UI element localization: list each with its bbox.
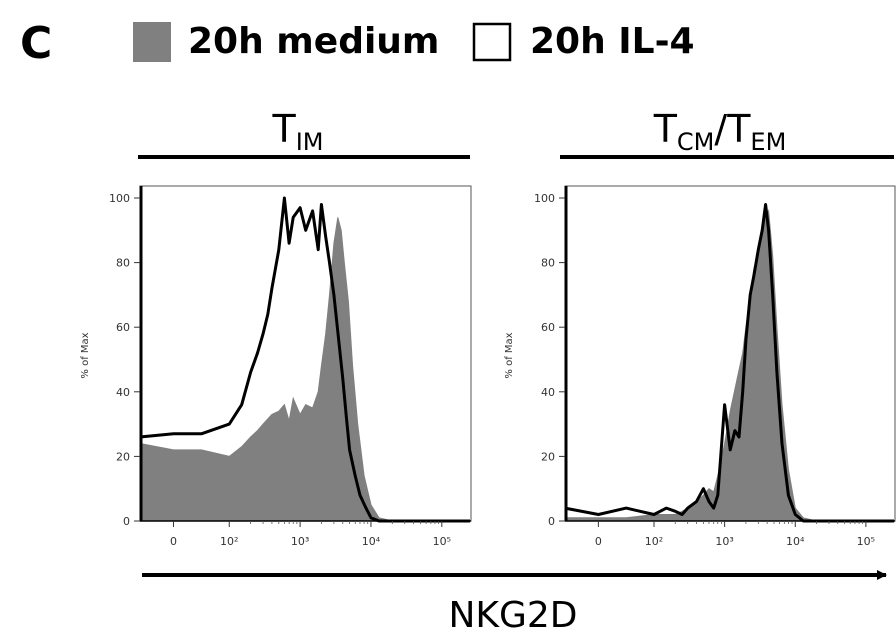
x-tick-label: 10⁵ <box>433 535 451 548</box>
y-axis-label: % of Max <box>504 332 515 378</box>
y-tick-label: 40 <box>116 386 130 399</box>
legend: 20h medium 20h IL-4 <box>133 21 695 62</box>
y-tick-label: 100 <box>109 192 130 205</box>
histogram-tcm-tem: 0 20 40 60 80 100 % of Max 0 10² 10³ 10⁴ 10⁵ <box>504 185 896 548</box>
group-title-tim: TIM <box>138 107 470 159</box>
y-tick-label: 80 <box>541 257 555 270</box>
x-tick-label: 0 <box>170 535 177 548</box>
legend-swatch-medium <box>133 22 171 62</box>
x-tick-label: 0 <box>595 535 602 548</box>
x-tick-label: 10³ <box>715 535 733 548</box>
y-tick-label: 0 <box>548 515 555 528</box>
x-tick-label: 10³ <box>291 535 309 548</box>
series-line-il4 <box>139 196 470 523</box>
x-tick-label: 10² <box>220 535 238 548</box>
x-tick-label: 10⁵ <box>857 535 875 548</box>
x-tick-label: 10⁴ <box>786 535 805 548</box>
panel-letter: C <box>20 18 52 69</box>
series-area-medium <box>139 217 470 522</box>
y-tick-label: 20 <box>116 450 130 463</box>
x-tick-label: 10⁴ <box>362 535 381 548</box>
y-tick-label: 100 <box>534 192 555 205</box>
y-axis-label: % of Max <box>80 332 91 378</box>
xaxis-label: NKG2D <box>448 595 577 636</box>
legend-label-medium: 20h medium <box>188 21 439 62</box>
legend-label-il4: 20h IL-4 <box>530 21 695 62</box>
group-title-tcm-tem: TCM/TEM <box>560 107 894 159</box>
y-tick-label: 60 <box>116 321 130 334</box>
x-tick-label: 10² <box>645 535 663 548</box>
histogram-tim: 0 20 40 60 80 100 % of Max 0 10² 10³ 10⁴ 10⁵ <box>80 185 472 548</box>
y-tick-label: 0 <box>123 515 130 528</box>
y-tick-label: 40 <box>541 386 555 399</box>
y-tick-label: 20 <box>541 450 555 463</box>
y-tick-label: 60 <box>541 321 555 334</box>
group-title-tcm-tem-text: TCM/TEM <box>653 107 787 156</box>
y-tick-label: 80 <box>116 257 130 270</box>
group-title-tim-text: TIM <box>271 107 323 156</box>
legend-swatch-il4 <box>472 22 512 62</box>
series-area-medium <box>564 208 894 522</box>
series-line-il4 <box>564 203 894 523</box>
